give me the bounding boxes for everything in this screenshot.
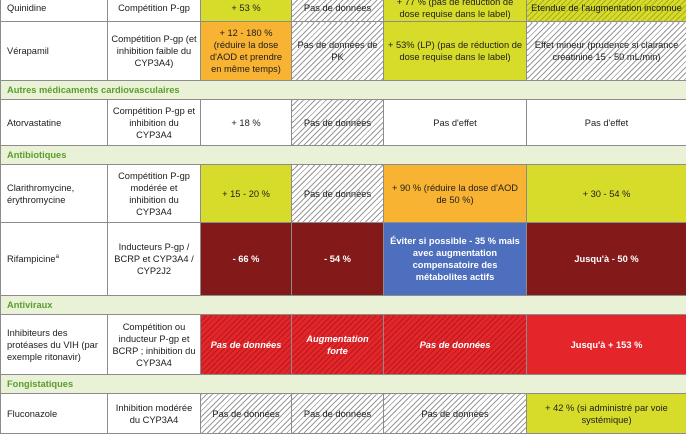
table-row: Inhibiteurs des protéases du VIH (par ex… bbox=[1, 315, 686, 375]
drug-name: Fluconazole bbox=[1, 394, 108, 434]
footnote-marker: a bbox=[56, 254, 59, 260]
effect-cell: Pas de données bbox=[292, 165, 384, 223]
effect-cell: + 77 % (pas de réduction de dose requise… bbox=[384, 0, 527, 22]
effect-cell: + 18 % bbox=[201, 100, 292, 146]
effect-cell: Pas de données bbox=[292, 394, 384, 434]
effect-cell: - 66 % bbox=[201, 223, 292, 296]
effect-cell: Pas de données bbox=[201, 394, 292, 434]
section-title: Antiviraux bbox=[1, 296, 686, 315]
mechanism-cell: Compétition P-gp (et inhibition faible d… bbox=[108, 22, 201, 81]
effect-cell: Etendue de l'augmentation inconnue bbox=[527, 0, 686, 22]
effect-cell: + 90 % (réduire la dose d'AOD de 50 %) bbox=[384, 165, 527, 223]
effect-cell: Pas d'effet bbox=[527, 100, 686, 146]
drug-name: Clarithromycine, érythromycine bbox=[1, 165, 108, 223]
section-title: Autres médicaments cardiovasculaires bbox=[1, 81, 686, 100]
effect-cell: + 53% (LP) (pas de réduction de dose req… bbox=[384, 22, 527, 81]
effect-cell: Pas de données bbox=[384, 394, 527, 434]
effect-cell: Pas de données bbox=[201, 315, 292, 375]
effect-cell: - 54 % bbox=[292, 223, 384, 296]
section-header-row: Antiviraux bbox=[1, 296, 686, 315]
table-row: Vérapamil Compétition P-gp (et inhibitio… bbox=[1, 22, 686, 81]
effect-cell: + 42 % (si administré par voie systémiqu… bbox=[527, 394, 686, 434]
effect-cell: Éviter si possible - 35 % mais avec augm… bbox=[384, 223, 527, 296]
effect-cell: + 30 - 54 % bbox=[527, 165, 686, 223]
section-header-row: Antibiotiques bbox=[1, 146, 686, 165]
effect-cell: Pas de données de PK bbox=[292, 22, 384, 81]
drug-name-text: Rifampicine bbox=[7, 254, 56, 264]
effect-cell: Pas d'effet bbox=[384, 100, 527, 146]
table-row: Rifampicinea Inducteurs P-gp / BCRP et C… bbox=[1, 223, 686, 296]
drug-name: Quinidine bbox=[1, 0, 108, 22]
mechanism-cell: Compétition P-gp bbox=[108, 0, 201, 22]
mechanism-cell: Inhibition modérée du CYP3A4 bbox=[108, 394, 201, 434]
section-title: Fongistatiques bbox=[1, 375, 686, 394]
drug-name: Rifampicinea bbox=[1, 223, 108, 296]
effect-cell: Augmentation forte bbox=[292, 315, 384, 375]
drug-name: Atorvastatine bbox=[1, 100, 108, 146]
table-row: Clarithromycine, érythromycine Compétiti… bbox=[1, 165, 686, 223]
drug-name: Inhibiteurs des protéases du VIH (par ex… bbox=[1, 315, 108, 375]
table-row: Fluconazole Inhibition modérée du CYP3A4… bbox=[1, 394, 686, 434]
effect-cell: + 15 - 20 % bbox=[201, 165, 292, 223]
table-row: Atorvastatine Compétition P-gp et inhibi… bbox=[1, 100, 686, 146]
effect-cell: + 12 - 180 % (réduire la dose d'AOD et p… bbox=[201, 22, 292, 81]
mechanism-cell: Inducteurs P-gp / BCRP et CYP3A4 / CYP2J… bbox=[108, 223, 201, 296]
effect-cell: Pas de données bbox=[292, 100, 384, 146]
effect-cell: Jusqu'à - 50 % bbox=[527, 223, 686, 296]
effect-cell: Pas de données bbox=[384, 315, 527, 375]
mechanism-cell: Compétition P-gp modérée et inhibition d… bbox=[108, 165, 201, 223]
mechanism-cell: Compétition P-gp et inhibition du CYP3A4 bbox=[108, 100, 201, 146]
effect-cell: Effet mineur (prudence si clairance créa… bbox=[527, 22, 686, 81]
effect-cell: + 53 % bbox=[201, 0, 292, 22]
effect-cell: Jusqu'à + 153 % bbox=[527, 315, 686, 375]
section-header-row: Fongistatiques bbox=[1, 375, 686, 394]
section-header-row: Autres médicaments cardiovasculaires bbox=[1, 81, 686, 100]
table-row: Quinidine Compétition P-gp + 53 % Pas de… bbox=[1, 0, 686, 22]
section-title: Antibiotiques bbox=[1, 146, 686, 165]
effect-cell: Pas de données bbox=[292, 0, 384, 22]
drug-name: Vérapamil bbox=[1, 22, 108, 81]
mechanism-cell: Compétition ou inducteur P-gp et BCRP ; … bbox=[108, 315, 201, 375]
